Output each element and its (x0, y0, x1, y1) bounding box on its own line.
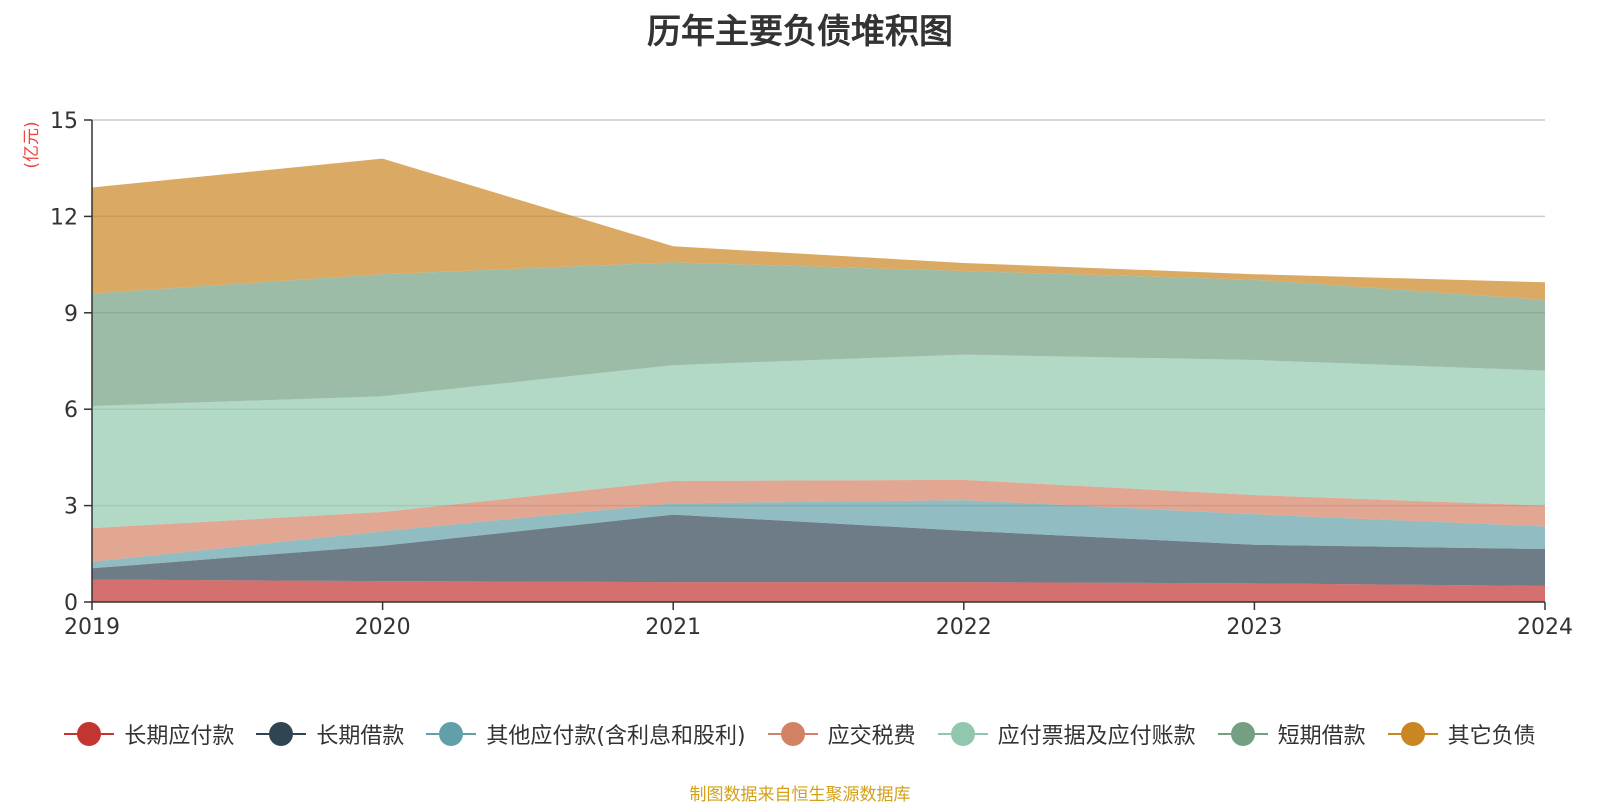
legend: 长期应付款 长期借款 其他应付款(含利息和股利) 应交税费 应付票据及应付账款 短期借款 其… (0, 718, 1600, 750)
x-tick-label: 2020 (355, 615, 411, 640)
y-tick-label: 15 (50, 109, 78, 134)
y-axis-unit-label: (亿元) (22, 121, 42, 168)
legend-marker-icon (1217, 722, 1268, 746)
legend-item[interactable]: 长期借款 (256, 718, 404, 750)
legend-label: 应交税费 (827, 724, 916, 749)
area-series-应交税费 (92, 479, 1545, 562)
area-series-其它负债 (92, 158, 1545, 300)
legend-item[interactable]: 短期借款 (1217, 718, 1366, 750)
legend-marker-icon (937, 722, 988, 746)
legend-marker-icon (1387, 722, 1438, 746)
y-tick-label: 6 (64, 398, 78, 423)
area-series-长期借款 (92, 514, 1545, 586)
y-tick-label: 0 (64, 591, 78, 616)
x-tick-label: 2024 (1517, 615, 1573, 640)
area-series (92, 158, 1545, 602)
y-tick-label: 12 (50, 205, 78, 230)
x-tick-label: 2021 (645, 615, 701, 640)
legend-label: 其它负债 (1447, 724, 1536, 749)
legend-label: 长期应付款 (124, 724, 235, 749)
legend-label: 其他应付款(含利息和股利) (486, 724, 746, 749)
y-tick-label: 9 (64, 302, 78, 327)
legend-label: 长期借款 (316, 724, 405, 749)
area-series-应付票据及应付账款 (92, 354, 1545, 529)
y-tick-label: 3 (64, 495, 78, 520)
area-series-长期应付款 (92, 579, 1545, 602)
legend-label: 应付票据及应付账款 (997, 724, 1196, 749)
x-tick-label: 2023 (1226, 615, 1282, 640)
legend-marker-icon (64, 722, 115, 746)
x-tick-label: 2019 (64, 615, 120, 640)
legend-marker-icon (426, 722, 477, 746)
area-series-其他应付款(含利息和股利) (92, 500, 1545, 569)
legend-item[interactable]: 应交税费 (767, 718, 916, 750)
source-note: 制图数据来自恒生聚源数据库 (689, 785, 911, 805)
legend-marker-icon (767, 722, 818, 746)
stacked-area-chart: 0 3 6 9 12 15 2019 2020 2021 2022 2023 2024 (亿元) (22, 109, 1573, 640)
legend-item[interactable]: 长期应付款 (64, 718, 234, 750)
x-tick-label: 2022 (936, 615, 992, 640)
legend-item[interactable]: 应付票据及应付账款 (937, 718, 1196, 750)
area-series-短期借款 (92, 262, 1545, 406)
legend-item[interactable]: 其他应付款(含利息和股利) (426, 718, 746, 750)
chart-title: 历年主要负债堆积图 (647, 12, 953, 52)
legend-item[interactable]: 其它负债 (1387, 718, 1536, 750)
axes: 0 3 6 9 12 15 2019 2020 2021 2022 2023 2024 (50, 109, 1573, 640)
legend-marker-icon (256, 722, 307, 746)
legend-label: 短期借款 (1277, 724, 1366, 749)
